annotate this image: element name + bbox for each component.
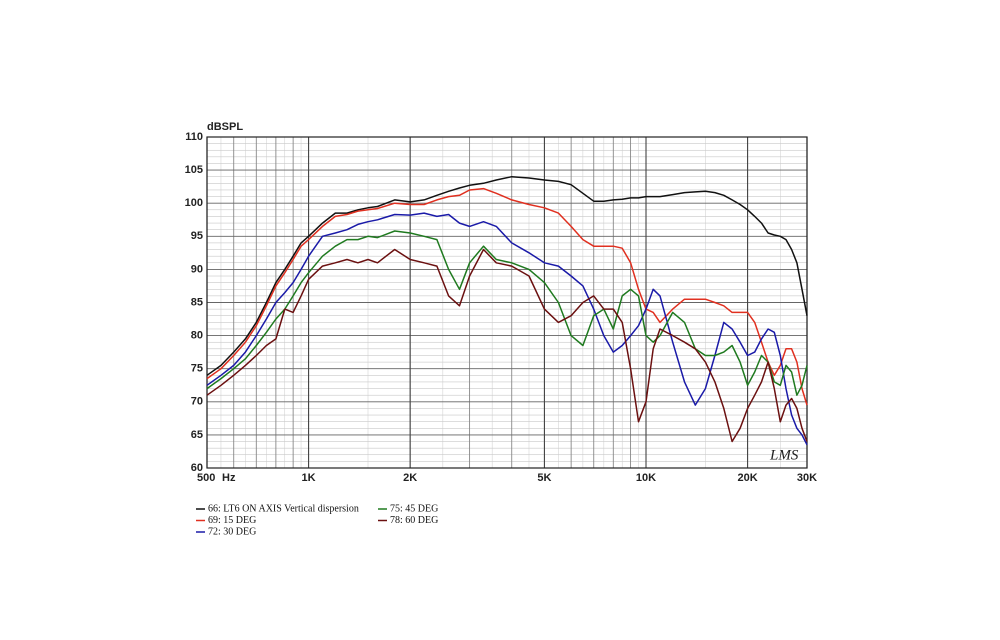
legend-label: 78: 60 DEG	[390, 515, 438, 526]
y-tick-label: 90	[191, 263, 203, 275]
legend-label: 66: LT6 ON AXIS Vertical dispersion	[208, 503, 359, 514]
y-axis-label: dBSPL	[207, 121, 243, 133]
y-tick-label: 110	[185, 131, 203, 143]
y-tick-label: 80	[191, 330, 203, 342]
x-axis-label: Hz	[222, 472, 236, 484]
series-line	[206, 175, 808, 376]
legend-label: 72: 30 DEG	[208, 526, 256, 537]
y-tick-label: 75	[191, 363, 203, 375]
y-tick-label: 85	[191, 296, 203, 308]
x-tick-label: 2K	[403, 472, 417, 484]
x-tick-label: 10K	[636, 472, 656, 484]
series-line	[206, 248, 808, 443]
grid	[206, 136, 808, 469]
series-line	[206, 187, 808, 406]
x-tick-label: 20K	[737, 472, 757, 484]
plot-area	[206, 175, 808, 446]
plot-frame	[206, 136, 808, 469]
legend-label: 75: 45 DEG	[390, 503, 438, 514]
y-tick-label: 105	[185, 164, 203, 176]
y-tick-label: 100	[185, 197, 203, 209]
watermark: LMS	[769, 447, 799, 463]
y-tick-label: 70	[191, 396, 203, 408]
x-tick-label: 1K	[302, 472, 316, 484]
x-tick-label: 500	[197, 472, 215, 484]
y-tick-label: 60	[191, 462, 203, 474]
x-tick-label: 5K	[537, 472, 551, 484]
x-tick-label: 30K	[797, 472, 817, 484]
y-tick-label: 65	[191, 429, 203, 441]
y-tick-label: 95	[191, 230, 203, 242]
series-line	[206, 230, 808, 396]
legend-label: 69: 15 DEG	[208, 515, 256, 526]
series-line	[206, 212, 808, 446]
